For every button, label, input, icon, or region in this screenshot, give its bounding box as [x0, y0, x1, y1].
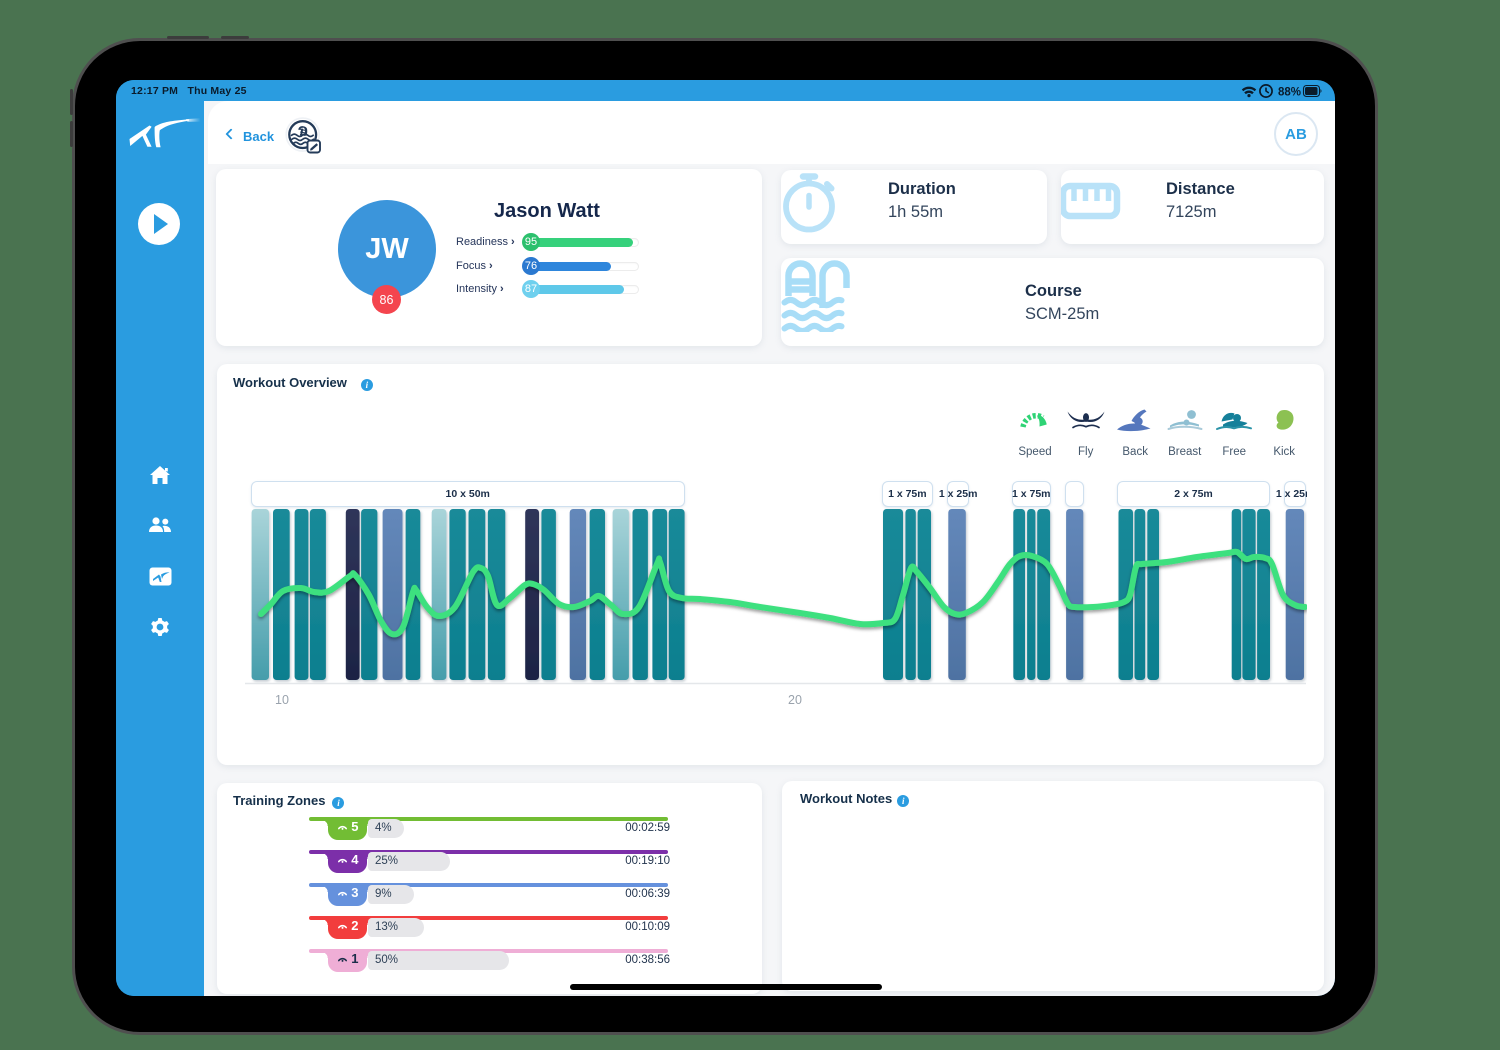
svg-text:10: 10	[275, 693, 289, 707]
svg-text:88%: 88%	[1278, 86, 1301, 98]
svg-text:20: 20	[788, 693, 802, 707]
